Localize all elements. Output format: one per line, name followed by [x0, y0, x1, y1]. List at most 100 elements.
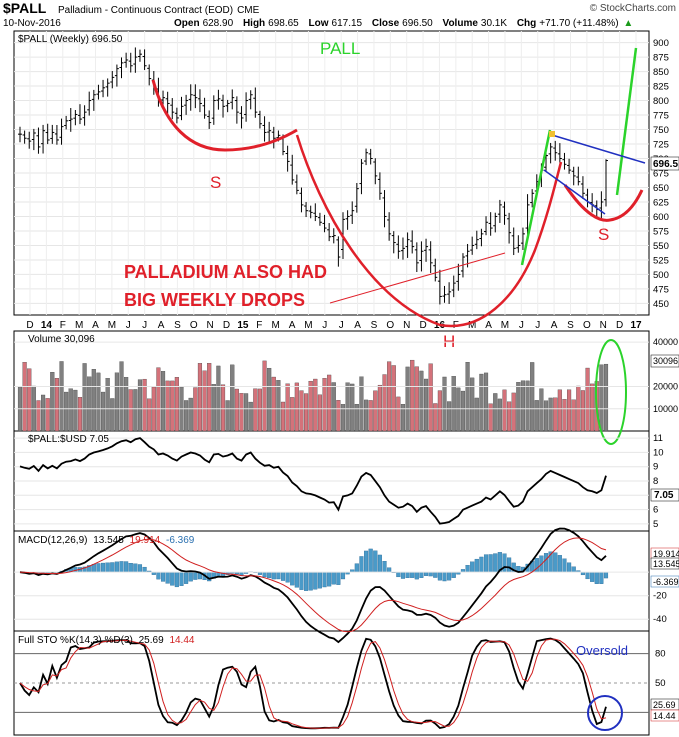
- macd-hist-bar: [267, 572, 272, 579]
- volume-bar: [304, 393, 309, 432]
- volume-bar: [165, 380, 170, 432]
- macd-hist-bar: [156, 572, 161, 580]
- volume-bar: [100, 391, 106, 432]
- blue-pennant-top: [551, 134, 646, 164]
- price-y-tick-label: 675: [653, 169, 669, 180]
- price-bar: [239, 106, 244, 129]
- macd-hist-bar: [483, 554, 489, 573]
- volume-bar: [262, 360, 267, 432]
- ratio-y-tick-label: 10: [653, 447, 664, 458]
- green-trend-line-1: [520, 129, 552, 266]
- macd-signal-line: [19, 537, 607, 633]
- x-tick-label: J: [322, 320, 327, 331]
- macd-hist-bar: [331, 572, 336, 585]
- price-bar: [488, 212, 493, 236]
- volume-bar: [410, 359, 415, 432]
- volume-bar: [119, 361, 124, 432]
- price-bar: [387, 212, 392, 241]
- sto-y-tick-label: 80: [655, 649, 666, 660]
- macd-last-tag: [650, 557, 679, 570]
- price-bar: [576, 166, 581, 186]
- macd-hist-bar: [594, 572, 599, 584]
- macd-last-label: 13.545: [653, 559, 679, 569]
- macd-hist-bar: [193, 572, 198, 580]
- macd-hist-bar: [188, 572, 193, 582]
- ratio-y-tick-label: 9: [653, 462, 658, 473]
- price-bar: [442, 285, 447, 303]
- volume-bar: [207, 363, 212, 432]
- macd-hist-bar: [423, 572, 429, 576]
- price-bar: [507, 212, 512, 244]
- x-tick-label: D: [26, 320, 33, 331]
- price-y-tick-label: 650: [653, 183, 669, 194]
- volume-y-axis: 10000 20000 40000: [14, 337, 678, 414]
- price-bar: [68, 108, 73, 132]
- sto-panel-frame: [13, 630, 650, 736]
- volume-bar: [387, 361, 392, 432]
- volume-bar: [267, 367, 272, 432]
- price-y-tick-label: 600: [653, 212, 669, 223]
- macd-hist-bar: [534, 558, 539, 573]
- volume-bar: [433, 403, 438, 432]
- price-bar: [27, 131, 32, 149]
- sto-d-last-label: 14.44: [653, 711, 676, 721]
- price-panel-title: $PALL (Weekly) 696.50: [18, 34, 123, 45]
- price-bar: [364, 148, 369, 166]
- price-bar: [91, 89, 96, 111]
- macd-hist-bar: [603, 572, 609, 579]
- last-price-tag: [650, 156, 679, 171]
- macd-hist-bar: [405, 572, 410, 578]
- ratio-y-axis: 567891011: [14, 433, 664, 530]
- volume-highlight-ellipse: [595, 339, 627, 445]
- x-tick-label: N: [207, 320, 214, 331]
- price-bar: [230, 89, 235, 110]
- volume-bar: [308, 380, 313, 432]
- macd-hist-bar: [419, 572, 424, 578]
- x-tick-label: M: [304, 320, 312, 331]
- sto-d-line: [19, 638, 607, 729]
- price-bar: [262, 116, 267, 142]
- price-bar: [414, 242, 419, 273]
- macd-hist-bar: [414, 572, 419, 580]
- volume-bar: [160, 371, 166, 432]
- price-y-tick-label: 800: [653, 96, 669, 107]
- drops-annotation-line1: PALLADIUM ALSO HAD: [124, 262, 327, 282]
- volume-bar: [590, 383, 595, 432]
- volume-bar: [276, 380, 281, 432]
- price-y-tick-label: 775: [653, 111, 669, 122]
- x-tick-label: M: [272, 320, 280, 331]
- volume-bar: [244, 393, 249, 432]
- volume-bar: [317, 394, 322, 432]
- x-tick-label: J: [535, 320, 540, 331]
- price-bar: [447, 282, 452, 304]
- volume-bar: [465, 362, 470, 432]
- price-bar: [290, 154, 295, 185]
- price-bar: [64, 115, 69, 130]
- volume-bar: [493, 393, 498, 432]
- macd-hist-bar: [585, 572, 590, 580]
- macd-hist-bar: [382, 561, 387, 573]
- macd-hist-last-label: -6.369: [653, 577, 679, 587]
- x-tick-label: 14: [41, 320, 53, 331]
- macd-hist-bar: [465, 565, 470, 573]
- volume-bar: [230, 364, 235, 432]
- volume-bar: [137, 379, 143, 432]
- macd-y-tick-label: -40: [653, 614, 667, 625]
- ratio-last-tag: [650, 488, 679, 502]
- volume-bar: [442, 376, 447, 432]
- volume-bar: [520, 380, 526, 432]
- price-bar: [188, 84, 193, 111]
- volume-bar: [220, 384, 226, 432]
- x-tick-label: O: [386, 320, 394, 331]
- macd-hist-bar: [567, 562, 572, 573]
- macd-hist-bar: [262, 572, 267, 578]
- price-bar: [331, 228, 336, 244]
- volume-bar: [391, 365, 396, 432]
- volume-bar: [87, 376, 92, 432]
- price-bar: [548, 142, 553, 164]
- volume-bar: [567, 389, 572, 432]
- volume-bar: [133, 389, 138, 432]
- price-bar: [50, 124, 55, 144]
- price-gridlines: [14, 31, 649, 315]
- left-shoulder-curve: [151, 79, 298, 152]
